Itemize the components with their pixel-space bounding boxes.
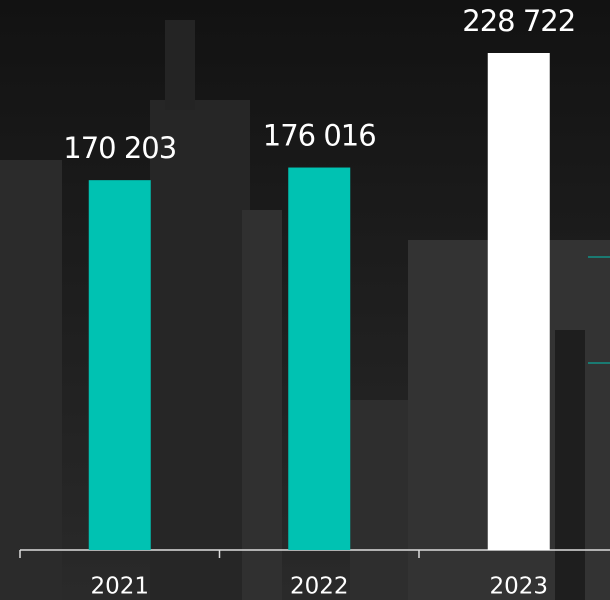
bar xyxy=(88,180,151,550)
x-tick-label: 2023 xyxy=(489,574,548,600)
value-label: 170 203 xyxy=(63,131,176,165)
x-tick-label: 2021 xyxy=(90,574,149,600)
bar xyxy=(487,53,550,550)
x-tick-label: 2022 xyxy=(290,574,349,600)
bar xyxy=(288,167,351,550)
value-label: 228 722 xyxy=(462,4,575,38)
value-label: 176 016 xyxy=(263,119,376,153)
